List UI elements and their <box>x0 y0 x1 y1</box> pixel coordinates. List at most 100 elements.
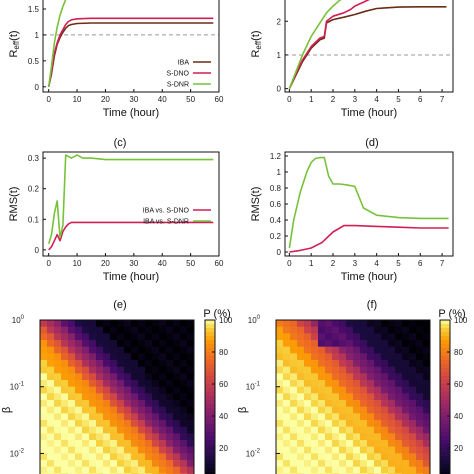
heatmap-cell <box>339 406 347 414</box>
heatmap-cell <box>47 433 55 441</box>
heatmap-cell <box>145 400 153 408</box>
heatmap-cell <box>304 373 312 381</box>
series-line <box>47 17 214 87</box>
heatmap-cell <box>103 366 111 374</box>
heatmap-cell <box>416 453 424 461</box>
heatmap-cell <box>276 326 284 334</box>
heatmap-cell <box>346 460 354 468</box>
colorbar-step <box>440 460 450 465</box>
heatmap-cell <box>166 406 174 414</box>
heatmap-cell <box>145 406 153 414</box>
heatmap-cell <box>346 406 354 414</box>
heatmap-cell <box>187 393 195 401</box>
x-tick-label: 10 <box>73 95 82 104</box>
heatmap-cell <box>346 433 354 441</box>
heatmap-cell <box>117 386 125 394</box>
colorbar-step <box>440 432 450 437</box>
heatmap-cell <box>304 360 312 368</box>
heatmap-cell <box>297 420 305 428</box>
heatmap-cell <box>353 360 361 368</box>
colorbar-step <box>440 404 450 409</box>
heatmap-cell <box>318 360 326 368</box>
heatmap-cell <box>68 433 76 441</box>
heatmap-cell <box>402 433 410 441</box>
colorbar-step <box>440 324 450 329</box>
heatmap-cell <box>353 420 361 428</box>
heatmap-cell <box>110 440 118 448</box>
heatmap-cell <box>187 340 195 348</box>
heatmap-cell <box>388 466 396 474</box>
heatmap-cell <box>187 346 195 354</box>
heatmap-cell <box>346 360 354 368</box>
heatmap-cell <box>325 440 333 448</box>
heatmap-cell <box>152 413 160 421</box>
heatmap-cell <box>180 380 188 388</box>
heatmap-cell <box>423 340 431 348</box>
heatmap-cell <box>96 380 104 388</box>
heatmap-cell <box>388 400 396 408</box>
heatmap-cell <box>318 386 326 394</box>
heatmap-cell <box>96 420 104 428</box>
colorbar-frame <box>204 319 216 474</box>
heatmap-cell <box>353 460 361 468</box>
heatmap-cell <box>96 460 104 468</box>
heatmap-cell <box>61 460 69 468</box>
heatmap-cell <box>416 386 424 394</box>
heatmap-cell <box>173 453 181 461</box>
heatmap-cell <box>353 466 361 474</box>
y-axis-label: RMS(t) <box>8 187 20 222</box>
heatmap-cell <box>339 373 347 381</box>
colorbar-step <box>205 456 215 461</box>
heatmap-cell <box>75 433 83 441</box>
heatmap-cell <box>103 326 111 334</box>
heatmap-cell <box>152 460 160 468</box>
heatmap-cell <box>89 433 97 441</box>
heatmap-cell <box>145 453 153 461</box>
heatmap-cell <box>325 386 333 394</box>
heatmap-cell <box>166 346 174 354</box>
heatmap-cell <box>423 393 431 401</box>
heatmap-cell <box>402 420 410 428</box>
heatmap-cell <box>117 360 125 368</box>
heatmap-cell <box>138 393 146 401</box>
heatmap-cell <box>152 393 160 401</box>
heatmap-cell <box>68 446 76 454</box>
heatmap-cell <box>283 400 291 408</box>
heatmap-cell <box>290 320 298 328</box>
heatmap-cell <box>325 400 333 408</box>
heatmap-cell <box>145 380 153 388</box>
colorbar-step <box>205 372 215 377</box>
heatmap-cell <box>145 420 153 428</box>
heatmap-cell <box>283 373 291 381</box>
x-tick-label: 0 <box>287 259 292 268</box>
heatmap-cell <box>180 320 188 328</box>
series-group <box>288 0 447 89</box>
heatmap-cell <box>152 340 160 348</box>
heatmap-cell <box>318 426 326 434</box>
heatmap-cell <box>311 340 319 348</box>
heatmap-cell <box>374 413 382 421</box>
heatmap-cell <box>381 453 389 461</box>
heatmap-cell <box>159 420 167 428</box>
heatmap-cell <box>402 413 410 421</box>
heatmap-cell <box>353 333 361 341</box>
heatmap-cell <box>297 393 305 401</box>
heatmap-cell <box>180 406 188 414</box>
heatmap-cell <box>89 426 97 434</box>
y-tick-label: 0.5 <box>28 57 40 66</box>
heatmap-cell <box>68 326 76 334</box>
heatmap-cell <box>367 360 375 368</box>
colorbar-step <box>440 428 450 433</box>
heatmap-cell <box>187 360 195 368</box>
heatmap-cell <box>68 400 76 408</box>
heatmap-cell <box>159 353 167 361</box>
colorbar-step <box>440 364 450 369</box>
heatmap-cell <box>124 320 132 328</box>
colorbar-step <box>205 424 215 429</box>
x-tick-label: 60 <box>215 259 224 268</box>
heatmap-cell <box>388 320 396 328</box>
heatmap-cell <box>47 346 55 354</box>
heatmap-cell <box>416 340 424 348</box>
heatmap-cell <box>416 380 424 388</box>
heatmap-cell <box>117 326 125 334</box>
